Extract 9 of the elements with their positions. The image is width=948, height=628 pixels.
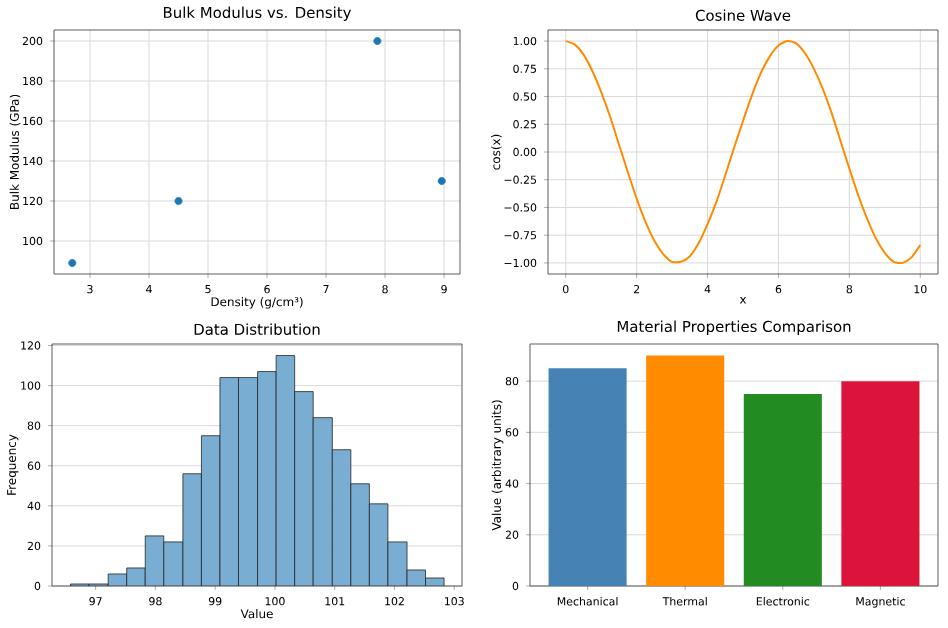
bar (646, 355, 725, 586)
point (373, 37, 382, 45)
bar (841, 381, 920, 586)
bar (743, 393, 822, 586)
bar (548, 368, 627, 586)
point (437, 177, 446, 185)
point (174, 197, 183, 205)
line-series (564, 40, 922, 264)
point (68, 259, 77, 267)
